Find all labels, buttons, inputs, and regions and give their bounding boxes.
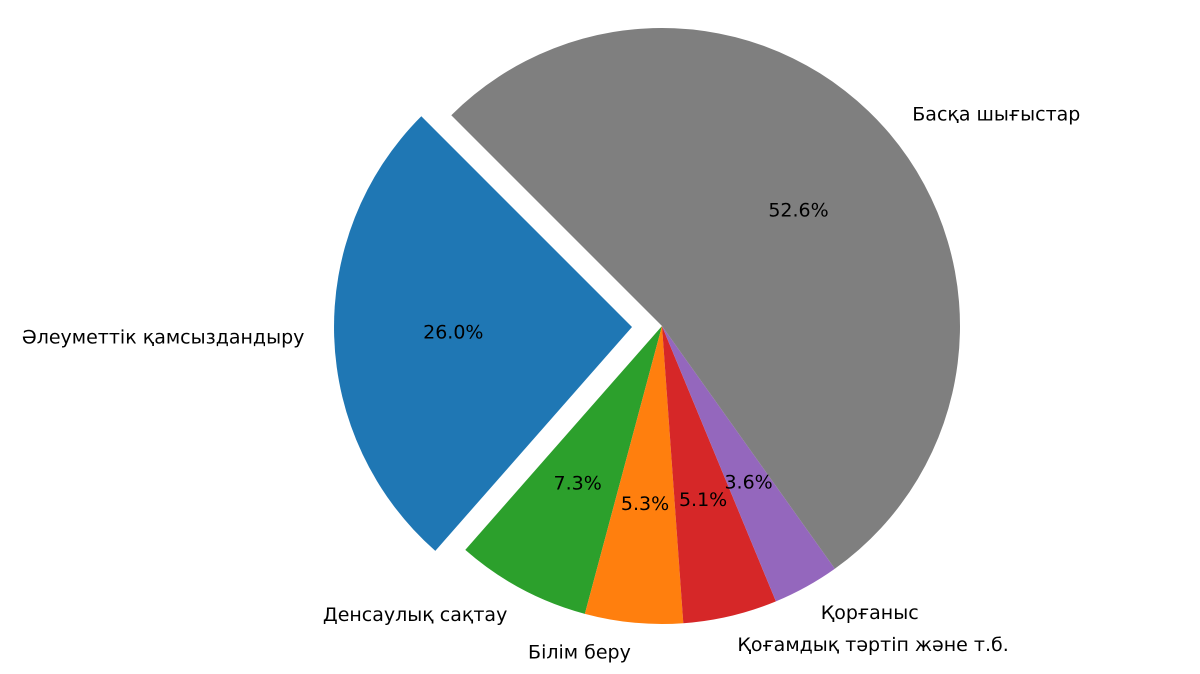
- slice-category-label: Басқа шығыстар: [912, 103, 1080, 125]
- slice-category-label: Қорғаныс: [821, 602, 919, 624]
- slice-percent-label: 26.0%: [423, 322, 483, 344]
- pie-labels: 26.0% Әлеуметтік қамсыздандыру 7.3% Денсаул…: [22, 103, 1081, 663]
- slice-category-label: Білім беру: [528, 641, 631, 663]
- pie-slice: [334, 116, 633, 551]
- pie-slice: [465, 326, 662, 614]
- pie-slice: [662, 326, 835, 602]
- slice-percent-label: 7.3%: [553, 473, 601, 495]
- slice-percent-label: 52.6%: [768, 200, 828, 222]
- slice-percent-label: 5.3%: [621, 493, 669, 515]
- pie-slice: [451, 27, 960, 569]
- slice-category-label: Денсаулық сақтау: [323, 604, 507, 626]
- pie-slice: [584, 326, 684, 624]
- slice-category-label: Қоғамдық тәртіп және т.б.: [737, 634, 1008, 656]
- slice-category-label: Әлеуметтік қамсыздандыру: [22, 327, 305, 349]
- slice-percent-label: 5.1%: [679, 489, 727, 511]
- pie-slices: [334, 27, 960, 624]
- pie-slice: [662, 326, 776, 624]
- slice-percent-label: 3.6%: [724, 471, 772, 493]
